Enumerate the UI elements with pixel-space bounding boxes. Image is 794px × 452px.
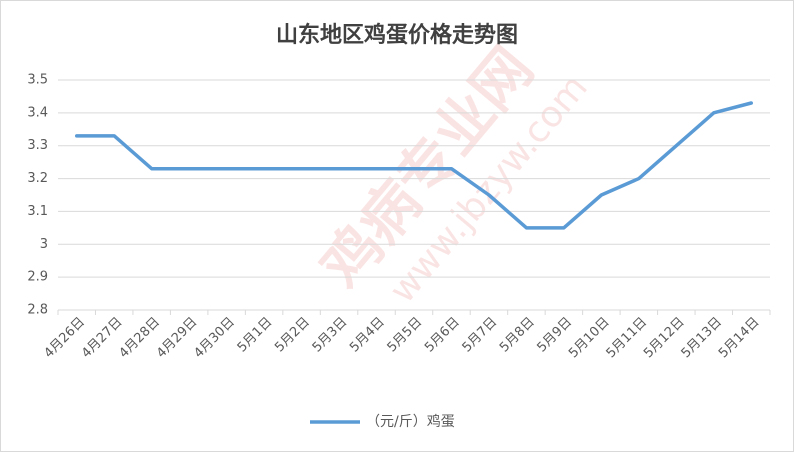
- line-series: [74, 101, 754, 230]
- y-tick-label: 3.5: [27, 73, 48, 88]
- y-tick-label: 2.9: [27, 270, 48, 285]
- y-tick-label: 3: [40, 237, 48, 252]
- chart-title: 山东地区鸡蛋价格走势图: [276, 22, 518, 48]
- legend-label: （元/斤）鸡蛋: [366, 413, 455, 430]
- y-tick-label: 3.3: [27, 138, 48, 153]
- y-tick-label: 2.8: [27, 303, 48, 318]
- y-tick-label: 3.4: [27, 105, 48, 120]
- y-tick-label: 3.1: [27, 204, 48, 219]
- y-tick-label: 3.2: [27, 171, 48, 186]
